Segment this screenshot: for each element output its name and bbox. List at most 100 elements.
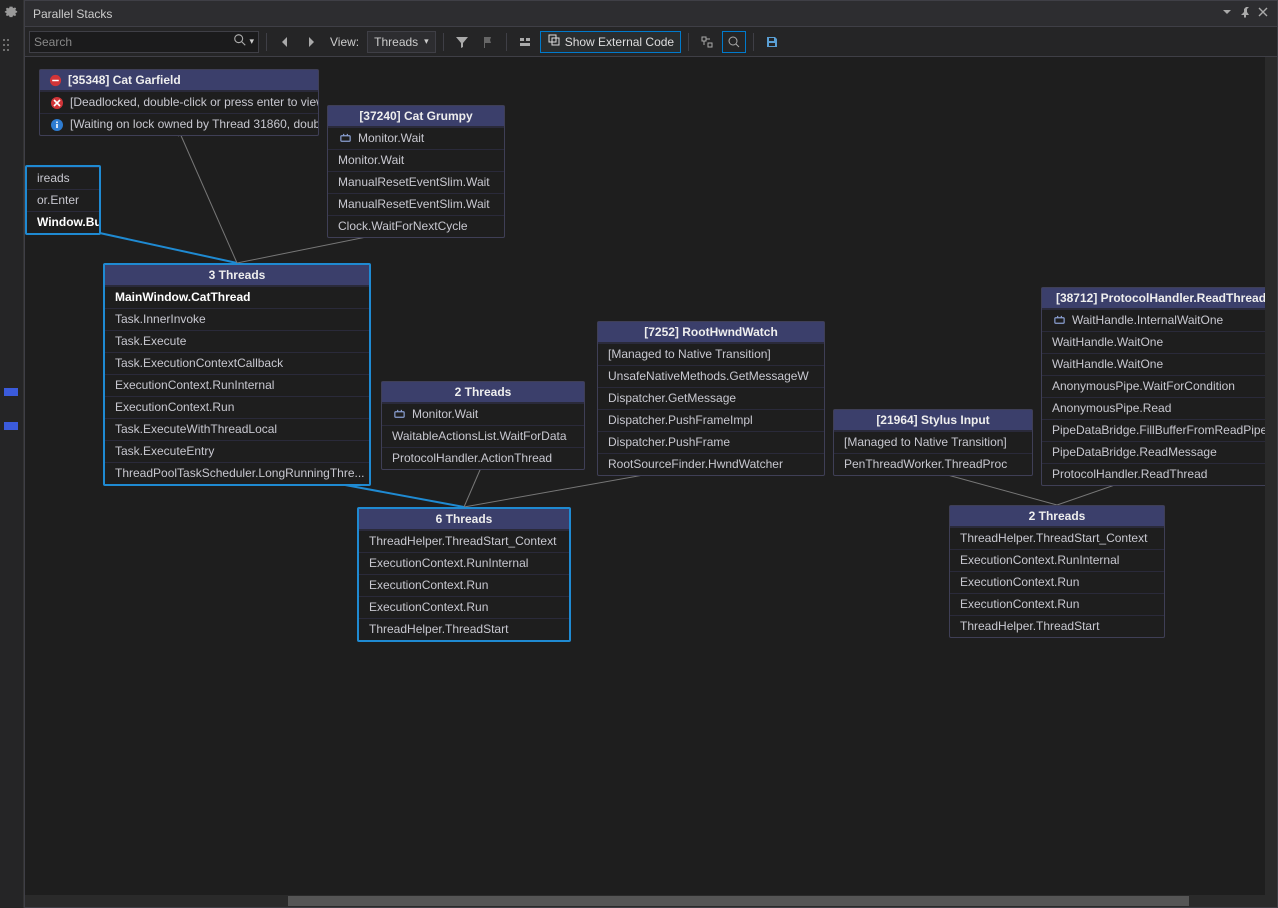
scrollbar-vertical[interactable] [1265, 57, 1277, 895]
stack-frame[interactable]: Task.InnerInvoke [105, 308, 369, 330]
stack-frame[interactable]: MainWindow.CatThread [105, 286, 369, 308]
stack-frame[interactable]: ThreadHelper.ThreadStart_Context [359, 530, 569, 552]
stack-frame[interactable]: [Deadlocked, double-click or press enter… [40, 91, 318, 113]
stack-frame[interactable]: ExecutionContext.Run [105, 396, 369, 418]
filter-button[interactable] [451, 31, 473, 53]
stack-frame[interactable]: [Waiting on lock owned by Thread 31860, … [40, 113, 318, 135]
stack-frame[interactable]: PenThreadWorker.ThreadProc [834, 453, 1032, 475]
stack-frame[interactable]: ExecutionContext.RunInternal [359, 552, 569, 574]
stack-node-header[interactable]: [37240] Cat Grumpy [328, 106, 504, 127]
stack-frame[interactable]: WaitHandle.WaitOne [1042, 331, 1277, 353]
stack-frame[interactable]: Dispatcher.PushFrameImpl [598, 409, 824, 431]
stack-frame[interactable]: ThreadHelper.ThreadStart [950, 615, 1164, 637]
stack-frame[interactable]: RootSourceFinder.HwndWatcher [598, 453, 824, 475]
stack-frame[interactable]: Monitor.Wait [328, 127, 504, 149]
stack-node-header[interactable]: 6 Threads [359, 509, 569, 530]
stack-frame-label: Task.ExecuteWithThreadLocal [115, 421, 277, 438]
search-input[interactable] [34, 35, 233, 49]
stack-node[interactable]: [38712] ProtocolHandler.ReadThreadWaitHa… [1041, 287, 1277, 486]
stack-frame[interactable]: ExecutionContext.Run [950, 593, 1164, 615]
search-icon[interactable] [233, 33, 247, 50]
stack-node-header[interactable]: [21964] Stylus Input [834, 410, 1032, 431]
gear-icon[interactable] [4, 4, 18, 21]
view-dropdown[interactable]: Threads ▾ [367, 31, 436, 53]
method-icon [392, 408, 406, 422]
stack-frame[interactable]: ExecutionContext.RunInternal [105, 374, 369, 396]
stack-frame[interactable]: [Managed to Native Transition] [834, 431, 1032, 453]
breakpoint-marker[interactable] [4, 388, 18, 396]
stack-node[interactable]: 6 Threads ThreadHelper.ThreadStart_Contex… [357, 507, 571, 642]
stack-canvas[interactable]: [35348] Cat Garfield[Deadlocked, double-… [25, 57, 1277, 907]
stack-frame[interactable]: WaitableActionsList.WaitForData [382, 425, 584, 447]
stack-frame[interactable]: Task.ExecutionContextCallback [105, 352, 369, 374]
stack-frame-label: Monitor.Wait [338, 152, 404, 169]
scrollbar-horizontal[interactable] [25, 895, 1277, 907]
stack-frame[interactable]: ThreadPoolTaskScheduler.LongRunningThre.… [105, 462, 369, 484]
stack-frame[interactable]: AnonymousPipe.WaitForCondition [1042, 375, 1277, 397]
toggle-method-view-button[interactable] [514, 31, 536, 53]
stack-frame[interactable]: WaitHandle.InternalWaitOne [1042, 309, 1277, 331]
stack-frame[interactable]: ExecutionContext.Run [359, 574, 569, 596]
stack-frame[interactable]: ProtocolHandler.ReadThread [1042, 463, 1277, 485]
stack-frame[interactable]: PipeDataBridge.FillBufferFromReadPipe [1042, 419, 1277, 441]
stack-node[interactable]: [37240] Cat GrumpyMonitor.WaitMonitor.Wa… [327, 105, 505, 238]
stack-frame[interactable]: ExecutionContext.Run [359, 596, 569, 618]
stack-node-header[interactable]: 2 Threads [950, 506, 1164, 527]
stack-frame[interactable]: ExecutionContext.Run [950, 571, 1164, 593]
stack-frame[interactable]: PipeDataBridge.ReadMessage [1042, 441, 1277, 463]
stack-frame[interactable]: ThreadHelper.ThreadStart [359, 618, 569, 640]
stack-frame-label: WaitableActionsList.WaitForData [392, 428, 567, 445]
stack-node-title: 6 Threads [436, 512, 493, 526]
drag-handle-icon[interactable] [2, 38, 10, 52]
stack-frame[interactable]: ThreadHelper.ThreadStart_Context [950, 527, 1164, 549]
stack-frame[interactable]: Task.ExecuteEntry [105, 440, 369, 462]
nav-back-button[interactable] [274, 31, 296, 53]
stack-frame[interactable]: ProtocolHandler.ActionThread [382, 447, 584, 469]
stack-frame[interactable]: ManualResetEventSlim.Wait [328, 193, 504, 215]
chevron-down-icon[interactable] [1221, 6, 1233, 21]
stack-frame[interactable]: Monitor.Wait [328, 149, 504, 171]
autoscroll-button[interactable] [722, 31, 746, 53]
flag-button[interactable] [477, 31, 499, 53]
nav-forward-button[interactable] [300, 31, 322, 53]
stack-node-header[interactable]: 3 Threads [105, 265, 369, 286]
stack-node-header[interactable]: [38712] ProtocolHandler.ReadThread [1042, 288, 1277, 309]
stack-frame-label: [Managed to Native Transition] [844, 434, 1007, 451]
dropdown-icon[interactable]: ▾ [249, 36, 254, 47]
stack-frame-label: MainWindow.CatThread [115, 289, 250, 306]
stack-frame[interactable]: WaitHandle.WaitOne [1042, 353, 1277, 375]
stack-frame[interactable]: ExecutionContext.RunInternal [950, 549, 1164, 571]
stack-frame[interactable]: Task.ExecuteWithThreadLocal [105, 418, 369, 440]
stack-frame[interactable]: UnsafeNativeMethods.GetMessageW [598, 365, 824, 387]
parallel-stacks-panel: Parallel Stacks ▾ View: Threads ▾ [24, 0, 1278, 908]
save-button[interactable] [761, 31, 783, 53]
stack-frame[interactable]: Task.Execute [105, 330, 369, 352]
stack-node[interactable]: 2 ThreadsThreadHelper.ThreadStart_Contex… [949, 505, 1165, 638]
breakpoint-marker[interactable] [4, 422, 18, 430]
stack-node-header[interactable]: [7252] RootHwndWatch [598, 322, 824, 343]
stack-node[interactable]: [21964] Stylus Input [Managed to Native T… [833, 409, 1033, 476]
stack-frame[interactable]: ManualResetEventSlim.Wait [328, 171, 504, 193]
zoom-button[interactable] [696, 31, 718, 53]
stack-node[interactable]: 3 Threads MainWindow.CatThread Task.InnerI… [103, 263, 371, 486]
show-external-code-button[interactable]: Show External Code [540, 31, 681, 53]
stack-frame[interactable]: or.Enter [27, 189, 99, 211]
stack-node[interactable]: ireadsor.EnterWindow.Buy [25, 165, 101, 235]
stack-frame[interactable]: Dispatcher.GetMessage [598, 387, 824, 409]
stack-frame[interactable]: Clock.WaitForNextCycle [328, 215, 504, 237]
close-icon[interactable] [1257, 6, 1269, 21]
stack-node-header[interactable]: 2 Threads [382, 382, 584, 403]
scrollbar-thumb[interactable] [288, 896, 1189, 906]
stack-frame[interactable]: [Managed to Native Transition] [598, 343, 824, 365]
stack-frame[interactable]: Dispatcher.PushFrame [598, 431, 824, 453]
pin-icon[interactable] [1239, 6, 1251, 21]
stack-frame[interactable]: AnonymousPipe.Read [1042, 397, 1277, 419]
stack-frame[interactable]: ireads [27, 167, 99, 189]
search-box[interactable]: ▾ [29, 31, 259, 53]
stack-node[interactable]: 2 ThreadsMonitor.Wait WaitableActionsList… [381, 381, 585, 470]
stack-node[interactable]: [35348] Cat Garfield[Deadlocked, double-… [39, 69, 319, 136]
stack-node[interactable]: [7252] RootHwndWatch[Managed to Native T… [597, 321, 825, 476]
stack-frame[interactable]: Monitor.Wait [382, 403, 584, 425]
stack-frame[interactable]: Window.Buy [27, 211, 99, 233]
stack-node-header[interactable]: [35348] Cat Garfield [40, 70, 318, 91]
